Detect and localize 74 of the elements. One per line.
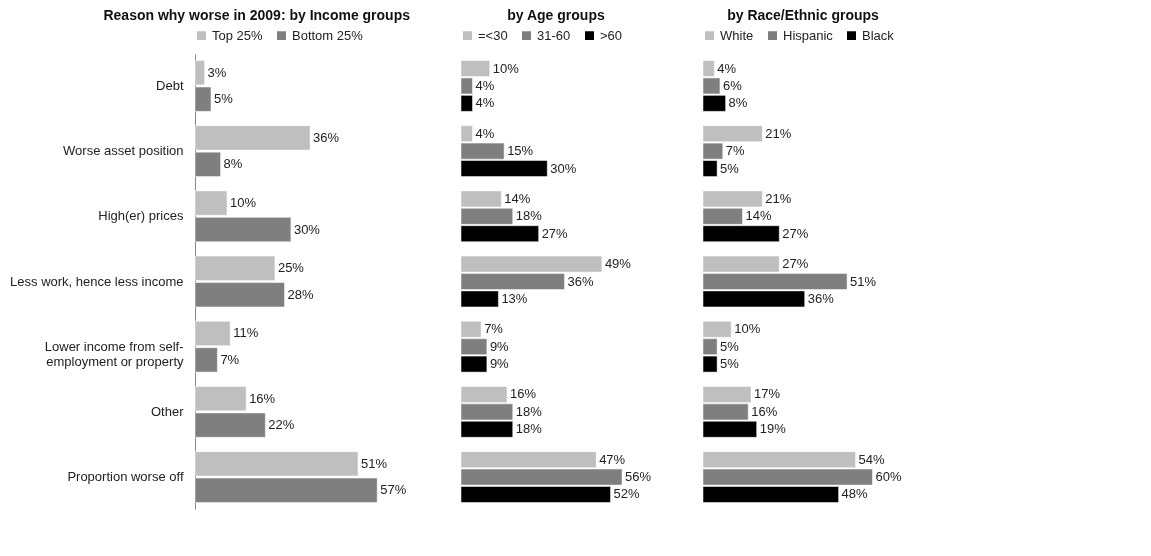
data-label: 16%	[510, 386, 537, 402]
chart-title: by Race/Ethnic groups	[727, 7, 880, 23]
data-label: 30%	[550, 160, 577, 176]
y-tick-label: Other	[150, 403, 185, 419]
data-label: 21%	[765, 125, 792, 141]
y-tick-label: Worse asset position	[63, 143, 184, 159]
data-label: 27%	[782, 225, 809, 241]
data-label: 5%	[720, 160, 740, 176]
data-label: 28%	[287, 286, 314, 302]
data-label: 60%	[875, 469, 902, 485]
data-label: 5%	[720, 356, 740, 372]
data-label: 9%	[489, 356, 510, 372]
data-label: 18%	[515, 421, 543, 437]
data-label: 22%	[268, 417, 295, 433]
data-label: 14%	[504, 190, 531, 206]
data-label: 21%	[765, 190, 792, 206]
data-label: 7%	[484, 321, 504, 337]
legend-label: Hispanic	[783, 27, 834, 43]
data-label: 25%	[277, 260, 305, 276]
y-tick-label: Debt	[156, 77, 184, 93]
data-label: 7%	[725, 143, 745, 159]
data-label: 27%	[541, 225, 569, 241]
data-label: 15%	[507, 143, 534, 159]
data-label: 54%	[858, 451, 885, 467]
data-label: 36%	[567, 273, 594, 289]
data-label: 56%	[625, 469, 652, 485]
data-label: 30%	[293, 221, 321, 237]
data-label: 19%	[759, 421, 787, 437]
legend-label: 31-60	[537, 27, 571, 43]
y-tick-label: High(er) prices	[98, 208, 184, 224]
data-label: 18%	[515, 208, 543, 224]
data-label: 5%	[213, 91, 234, 107]
data-label: 27%	[782, 256, 809, 272]
data-label: 5%	[720, 338, 740, 354]
data-label: 17%	[754, 386, 781, 402]
chart-title: Reason why worse in 2009: by Income groups	[103, 7, 411, 23]
legend-label: =<30	[478, 27, 508, 43]
data-label: 49%	[604, 256, 632, 272]
data-label: 13%	[501, 290, 528, 306]
data-label: 4%	[475, 125, 495, 141]
data-label: 9%	[489, 338, 510, 354]
legend-label: Black	[862, 27, 895, 43]
data-label: 51%	[361, 455, 388, 471]
legend-label: Bottom 25%	[292, 27, 364, 43]
data-label: 51%	[850, 273, 877, 289]
data-label: 4%	[717, 60, 737, 76]
data-label: 36%	[313, 129, 340, 145]
data-label: 10%	[492, 60, 520, 76]
series-label: White	[720, 27, 754, 43]
data-label: 8%	[223, 156, 243, 172]
data-label: 47%	[599, 451, 626, 467]
data-label: 10%	[229, 195, 257, 211]
data-label: 18%	[515, 403, 543, 419]
y-tick-label: Less work, hence less income	[10, 273, 184, 289]
data-label: 7%	[220, 351, 240, 367]
data-label: 48%	[841, 486, 869, 502]
data-label: 14%	[745, 208, 773, 224]
data-label: 4%	[475, 77, 495, 93]
data-label: 57%	[380, 482, 407, 498]
legend-label: Top 25%	[212, 27, 264, 43]
data-label: 6%	[722, 77, 743, 93]
legend-label: >60	[600, 27, 623, 43]
data-label: 16%	[249, 390, 276, 406]
data-label: 11%	[233, 325, 259, 341]
y-tick-label: Lower income from self-employment or property	[44, 338, 184, 369]
data-label: 4%	[475, 95, 495, 111]
chart-title: by Age groups	[507, 7, 605, 23]
data-label: 52%	[613, 486, 640, 502]
data-label: 10%	[734, 321, 761, 337]
data-label: 36%	[807, 290, 835, 306]
y-tick-label: Proportion worse off	[67, 469, 184, 485]
data-label: 16%	[751, 403, 778, 419]
data-label: 8%	[728, 95, 748, 111]
data-label: 3%	[207, 64, 227, 80]
